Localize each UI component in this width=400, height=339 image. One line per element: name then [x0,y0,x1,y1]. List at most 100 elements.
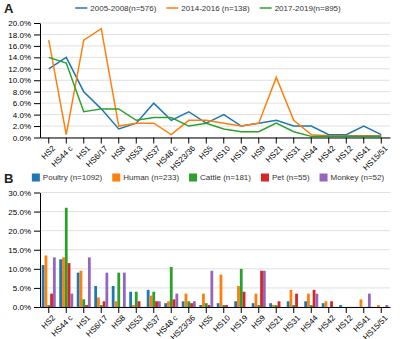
x-tick-mark [258,307,259,313]
bar [263,271,266,307]
y-tick: 0.0% [13,134,40,143]
legend-swatch [166,7,178,9]
x-tick: HS42 [317,307,338,334]
x-tick: HS12 [334,307,355,334]
x-tick-label: HS12 [334,313,355,334]
y-tick-label: 12.0% [8,65,31,74]
x-tick: HS10 [212,138,233,165]
bar [103,301,106,307]
bar [330,301,333,307]
bar [313,290,316,307]
bar [342,307,345,308]
y-tick-label: 16.0% [8,42,31,51]
x-tick-mark [118,307,119,313]
x-tick-mark [136,138,137,144]
bar [112,286,115,307]
x-tick-label: HS23/36 [169,313,198,339]
x-tick-mark [363,307,364,313]
x-tick-label: HS42 [317,144,338,165]
x-tick-label: HS12 [334,144,355,165]
bar [70,294,73,307]
x-tick-label: HS10 [212,313,233,334]
x-tick: HS44 [299,307,320,334]
x-tick-mark [136,307,137,313]
bar [175,294,178,307]
y-tick-mark [34,103,40,104]
grid-line [40,23,390,24]
x-tick-mark [311,138,312,144]
grid-line [40,137,390,138]
y-tick-mark [34,69,40,70]
bar [132,305,135,307]
bar [158,301,161,307]
y-tick: 16.0% [8,42,40,51]
bar [199,305,202,307]
legend-label: Poultry (n=1092) [43,173,103,182]
bar [167,301,170,307]
x-tick-mark [346,307,347,313]
legend-item: 2014-2016 (n=138) [166,4,250,13]
x-tick-mark [101,307,102,313]
bar [368,294,371,307]
legend: Poultry (n=1092)Human (n=233)Cattle (n=1… [32,173,385,182]
bar [120,307,123,308]
x-tick-label: HS31 [282,144,303,165]
y-tick-mark [34,23,40,24]
bar [357,307,360,308]
y-tick-mark [34,46,40,47]
x-tick-mark [311,307,312,313]
x-tick-mark [48,138,49,144]
x-axis: HS2HS44 cHS1HS6/17HS8HS53HS37HS48 cHS23/… [40,307,391,339]
y-tick: 18.0% [8,31,40,40]
bar [100,305,103,307]
x-tick-mark [48,307,49,313]
x-tick-label: HS10 [212,144,233,165]
bar [42,265,45,307]
bar [220,275,223,307]
y-tick-label: 15.0% [8,246,31,255]
bar [365,307,368,308]
bar [292,305,295,307]
x-tick-label: HS23/36 [169,144,198,173]
grid-line [40,211,390,212]
bar [170,267,173,307]
bar [123,273,126,307]
x-tick-mark [293,138,294,144]
y-tick-label: 10.0% [8,265,31,274]
x-tick-mark [188,138,189,144]
x-tick: HS44 c [50,307,75,338]
x-tick-mark [293,307,294,313]
y-tick-mark [34,288,40,289]
bar [257,305,260,307]
x-tick: HS21 [264,307,285,334]
line [49,29,382,136]
y-tick-label: 10.0% [8,76,31,85]
bar [193,301,196,307]
x-tick-mark [381,307,382,313]
bar [377,305,380,307]
bar [310,305,313,307]
x-tick: HS19 [229,138,250,165]
bar [164,303,167,307]
bar [260,271,263,307]
y-axis: 0.0%5.0%10.0%15.0%20.0%25.0%30.0% [8,189,40,313]
x-tick-mark [171,307,172,313]
line [49,57,382,134]
y-tick-mark [34,92,40,93]
legend: 2005-2008(n=576)2014-2016 (n=138)2017-20… [75,4,341,13]
x-tick: HS6/17 [84,307,110,339]
x-tick: HS44 c [50,138,75,169]
bar [115,301,118,307]
grid [40,193,390,308]
bar [65,208,68,307]
bar [287,301,290,307]
y-tick-label: 14.0% [8,53,31,62]
grid-line [40,287,390,288]
grid-line [40,68,390,69]
y-tick: 12.0% [8,65,40,74]
y-tick-mark [34,138,40,139]
bar [135,292,138,307]
bar [62,257,65,307]
panel-title: A [4,1,14,16]
bar [59,259,62,307]
